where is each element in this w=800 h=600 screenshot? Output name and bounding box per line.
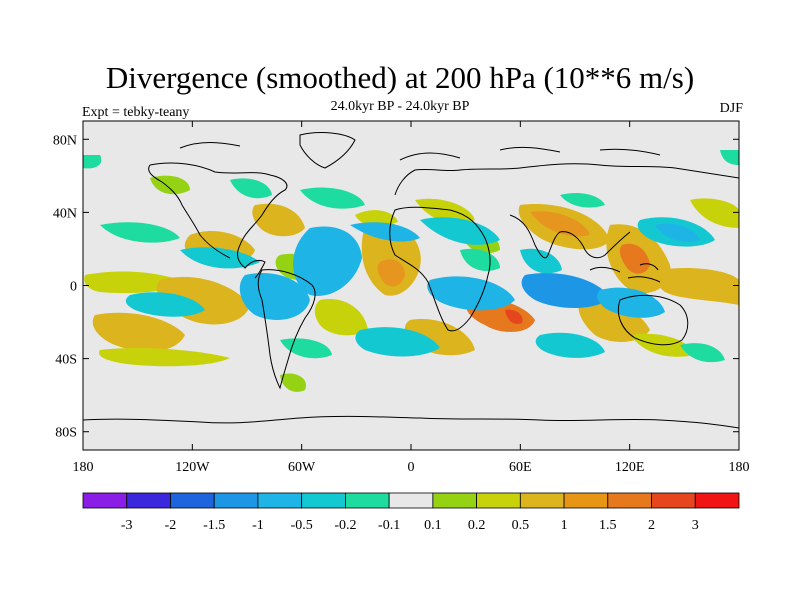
divergence-field <box>83 150 739 392</box>
colorbar-label: 0.2 <box>468 518 486 533</box>
y-tick-label: 80S <box>55 426 77 441</box>
contour-region <box>415 198 475 224</box>
y-tick-label: 40S <box>55 353 77 368</box>
colorbar: -3 -2 -1.5 -1 -0.5 -0.2 -0.1 0.1 0.2 0.5 1 1.5 2 3 <box>82 492 740 533</box>
axes: 180 120W 60W 0 60E 120E 180 80N 40N 0 40S 80S <box>53 121 750 475</box>
colorbar-swatch <box>82 492 128 509</box>
coastline-australia <box>617 295 689 346</box>
colorbar-swatch <box>170 492 215 509</box>
contour-region <box>680 343 725 363</box>
coastline-maritime <box>589 263 661 283</box>
contour-region <box>535 332 605 358</box>
colorbar-label: -1 <box>252 518 264 533</box>
colorbar-swatch <box>432 492 478 509</box>
contour-region <box>520 248 562 274</box>
coastline-antarctica <box>83 415 739 429</box>
colorbar-swatch <box>257 492 303 509</box>
colorbar-swatch <box>126 492 171 509</box>
colorbar-swatch <box>388 492 434 509</box>
colorbar-swatch <box>519 492 565 509</box>
colorbar-label: -0.5 <box>291 518 313 533</box>
contour-region <box>690 198 739 228</box>
contour-region <box>300 187 365 209</box>
y-tick-label: 40N <box>53 206 77 221</box>
colorbar-label: 1.5 <box>599 518 617 533</box>
contour-region <box>655 268 739 305</box>
contour-region <box>505 309 523 324</box>
coastline-south-asia <box>509 214 631 259</box>
x-tick-label: 60W <box>288 460 316 475</box>
experiment-label: Expt = tebky-teany <box>82 105 190 120</box>
contour-region <box>560 193 605 208</box>
chart-title: Divergence (smoothed) at 200 hPa (10**6 … <box>105 60 695 95</box>
colorbar-label: 2 <box>648 518 655 533</box>
chart-subtitle: 24.0kyr BP - 24.0kyr BP <box>330 99 470 114</box>
x-tick-label: 0 <box>408 460 415 475</box>
contour-region <box>293 226 362 296</box>
colorbar-swatch <box>213 492 259 509</box>
contour-region <box>239 272 310 320</box>
contour-region <box>420 217 500 245</box>
contour-region <box>355 210 398 226</box>
contour-region <box>100 222 180 243</box>
x-tick-label: 180 <box>729 460 750 475</box>
plot-area <box>83 121 739 450</box>
colorbar-label: -0.1 <box>378 518 400 533</box>
contour-region <box>578 299 650 342</box>
x-tick-label: 180 <box>73 460 94 475</box>
colorbar-label: -3 <box>121 518 133 533</box>
contour-region <box>83 155 102 169</box>
colorbar-swatch <box>476 492 521 509</box>
colorbar-label: -2 <box>165 518 177 533</box>
x-tick-label: 120E <box>615 460 645 475</box>
contour-region <box>99 347 230 367</box>
contour-region <box>427 276 515 311</box>
colorbar-swatch <box>344 492 390 509</box>
colorbar-label: 0.5 <box>512 518 530 533</box>
contour-region <box>521 272 610 308</box>
colorbar-label: -1.5 <box>203 518 225 533</box>
y-tick-label: 0 <box>70 280 77 295</box>
coastlines <box>83 132 739 429</box>
coastline-north-america <box>148 162 288 279</box>
contour-region <box>350 222 420 242</box>
contour-region <box>230 178 272 199</box>
coastline-europe-asia <box>394 163 739 196</box>
colorbar-label: 3 <box>692 518 699 533</box>
contour-region <box>720 150 739 165</box>
colorbar-swatch <box>607 492 652 509</box>
colorbar-label: -0.2 <box>334 518 356 533</box>
coastline-greenland <box>299 132 356 169</box>
colorbar-swatch <box>563 492 609 509</box>
contour-region <box>314 299 368 336</box>
coastline-south-america <box>257 269 316 390</box>
y-tick-label: 80N <box>53 133 77 148</box>
colorbar-label: 1 <box>561 518 568 533</box>
contour-region <box>92 312 185 352</box>
contour-region <box>530 211 590 237</box>
contour-region <box>377 259 405 287</box>
contour-region <box>252 203 305 237</box>
colorbar-swatch <box>301 492 346 509</box>
coastline-africa <box>389 206 491 332</box>
contour-region <box>655 223 700 242</box>
x-tick-label: 60E <box>509 460 532 475</box>
contour-region <box>280 373 306 392</box>
contour-region <box>125 292 205 317</box>
colorbar-swatch <box>694 492 740 509</box>
coastline-arctic <box>179 142 661 161</box>
contour-region <box>355 327 440 357</box>
contour-region <box>619 243 650 274</box>
colorbar-label: 0.1 <box>424 518 442 533</box>
x-tick-label: 120W <box>175 460 210 475</box>
colorbar-swatch <box>651 492 696 509</box>
season-label: DJF <box>719 101 743 116</box>
